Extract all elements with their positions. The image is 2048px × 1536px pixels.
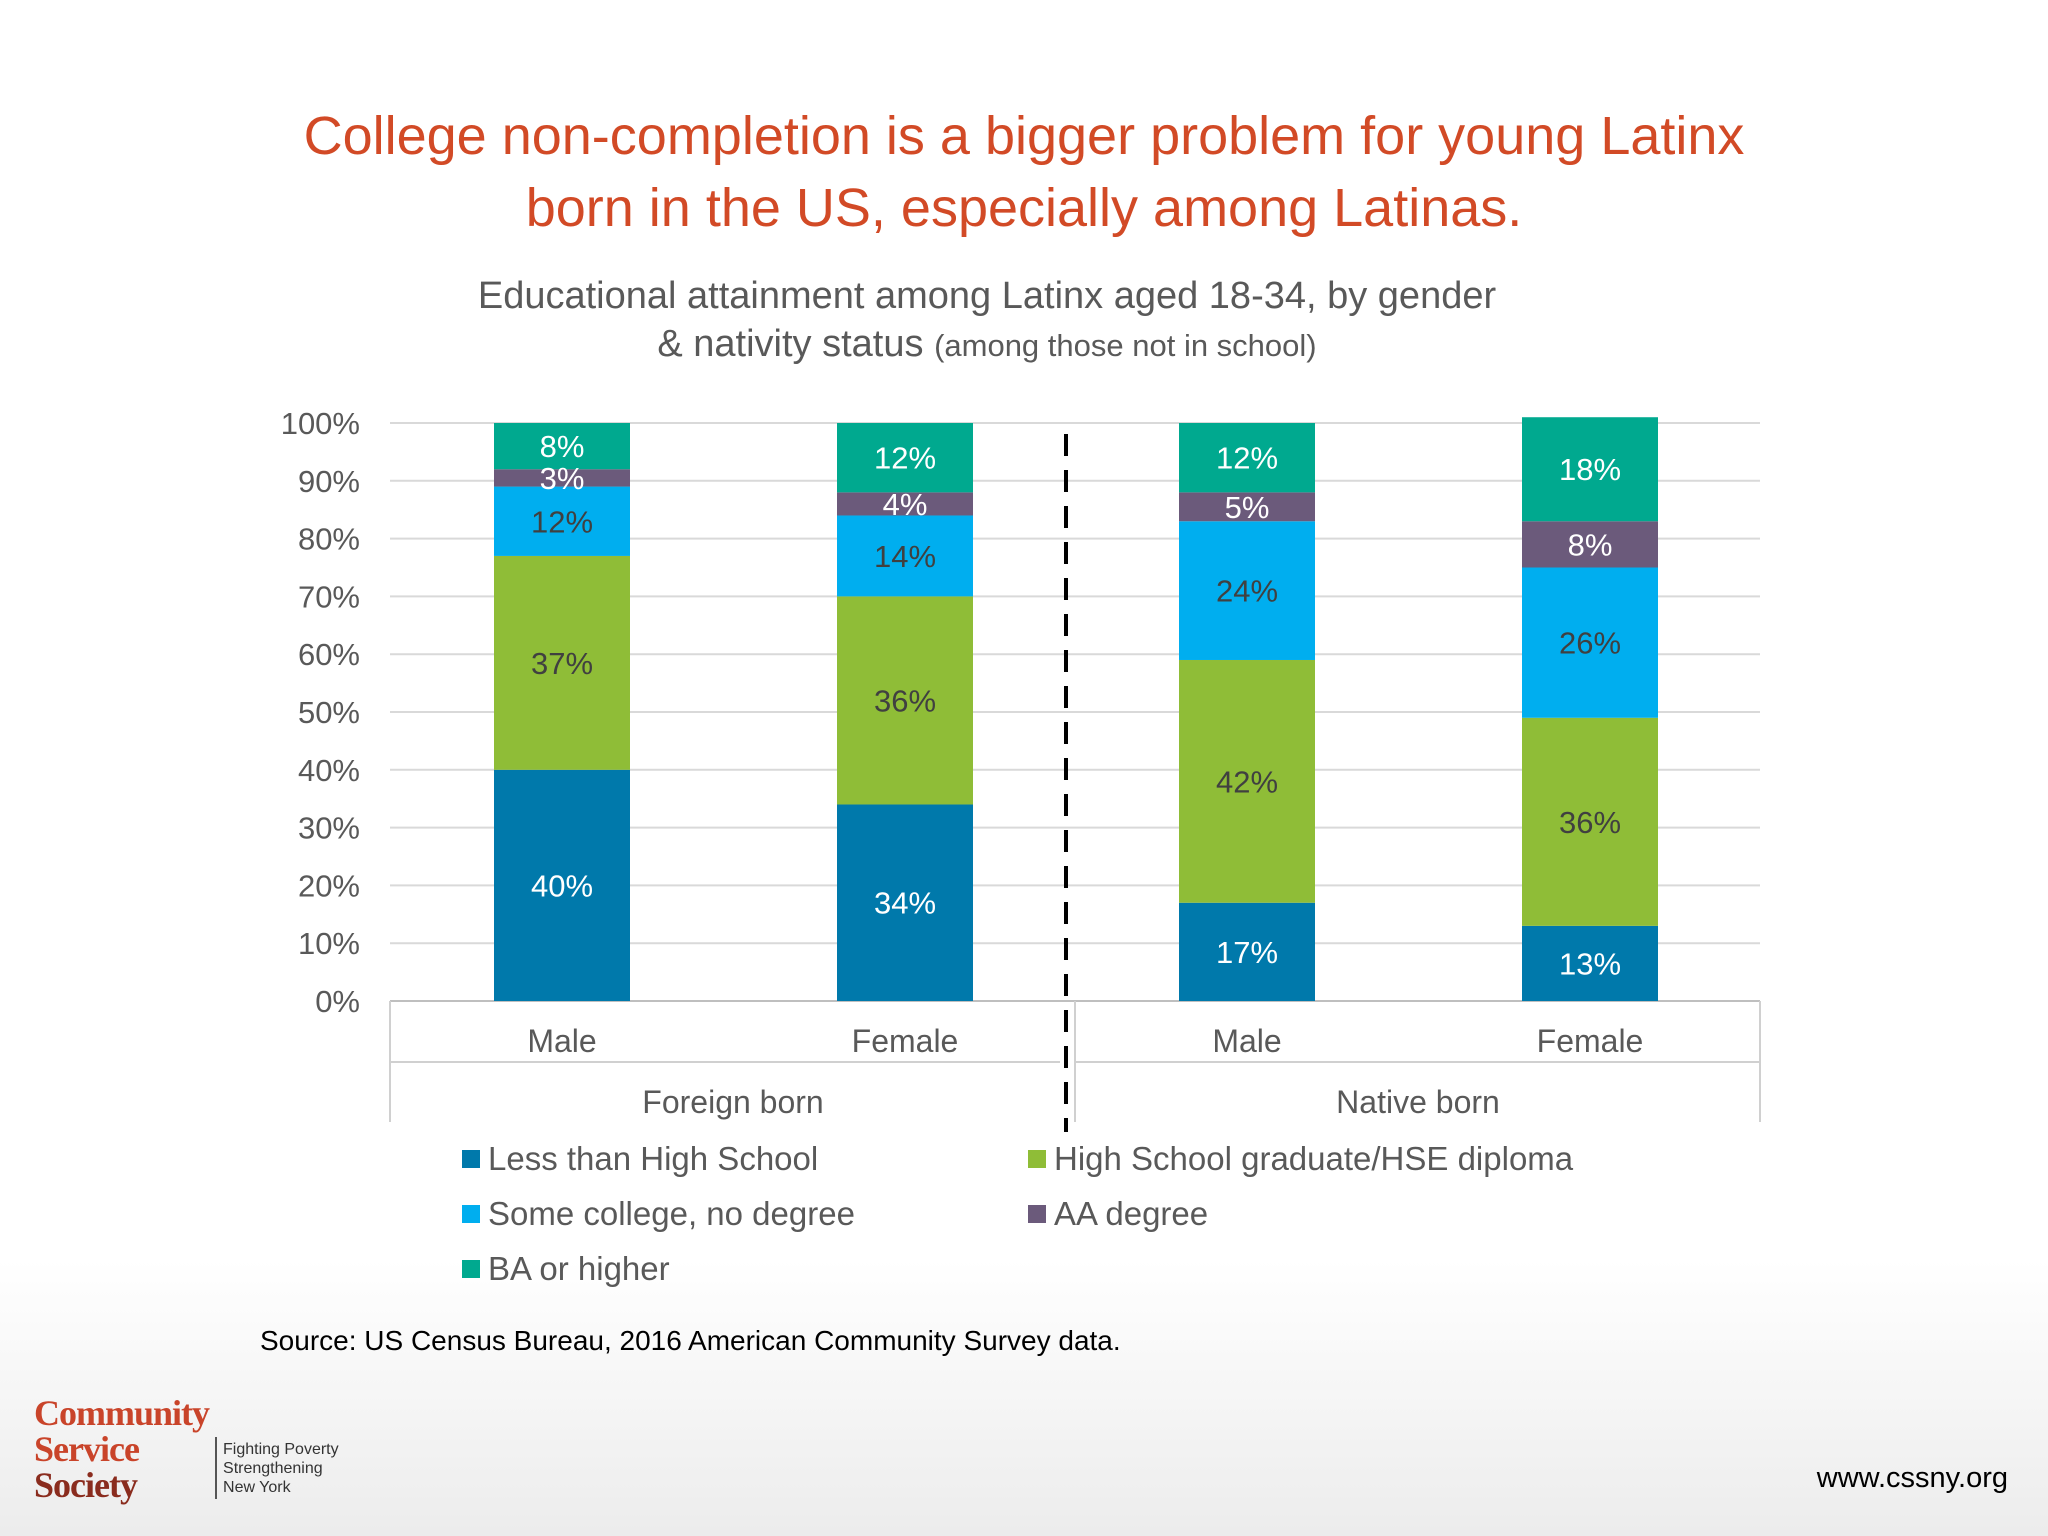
data-label: 26%: [1559, 626, 1621, 661]
logo-tagline-3: New York: [223, 1479, 291, 1496]
website-url[interactable]: www.cssny.org: [1816, 1462, 2008, 1494]
bar-segment: [494, 423, 630, 470]
legend-label: BA or higher: [488, 1250, 670, 1287]
source-note: Source: US Census Bureau, 2016 American …: [260, 1325, 1121, 1356]
legend-item: AA degree: [1028, 1195, 1208, 1233]
x-category-label: Female: [852, 1023, 959, 1059]
bar-segment: [494, 469, 630, 487]
bar-segment: [1522, 925, 1658, 1001]
y-tick-label: 0%: [315, 984, 360, 1019]
legend-swatch: [462, 1205, 480, 1223]
bar-segment: [1179, 659, 1315, 903]
bar-segment: [837, 492, 973, 516]
x-category-label: Male: [1212, 1023, 1281, 1059]
logo-tagline-1: Fighting Poverty: [223, 1441, 339, 1458]
bar-segment: [1179, 423, 1315, 493]
subtitle-line-2: & nativity status (among those not in sc…: [0, 320, 1974, 370]
legend-swatch: [1028, 1205, 1046, 1223]
legend-label: Less than High School: [488, 1140, 819, 1177]
y-tick-label: 90%: [298, 464, 360, 499]
data-label: 12%: [874, 441, 936, 476]
logo-divider: [215, 1437, 218, 1499]
y-tick-label: 30%: [298, 811, 360, 846]
data-label: 8%: [540, 429, 585, 464]
data-label: 37%: [531, 646, 593, 681]
data-label: 34%: [874, 886, 936, 921]
y-tick-label: 70%: [298, 579, 360, 614]
y-tick-label: 100%: [281, 406, 360, 441]
bar-segment: [1522, 567, 1658, 718]
data-label: 12%: [1216, 441, 1278, 476]
legend-label: Some college, no degree: [488, 1195, 855, 1232]
bar-segment: [494, 486, 630, 556]
x-category-label: Male: [527, 1023, 596, 1059]
chart-subtitle: Educational attainment among Latinx aged…: [0, 272, 1974, 370]
bar-segment: [1522, 717, 1658, 926]
y-tick-label: 50%: [298, 695, 360, 730]
logo-word-3: Society: [34, 1465, 138, 1505]
data-label: 3%: [540, 461, 585, 496]
data-label: 14%: [874, 539, 936, 574]
data-label: 12%: [531, 504, 593, 539]
data-label: 36%: [1559, 805, 1621, 840]
y-tick-label: 10%: [298, 926, 360, 961]
y-tick-label: 60%: [298, 637, 360, 672]
bar-segment: [1179, 492, 1315, 522]
data-label: 13%: [1559, 946, 1621, 981]
legend-item: High School graduate/HSE diploma: [1028, 1140, 1573, 1178]
legend-swatch: [462, 1260, 480, 1278]
bar-segment: [1522, 521, 1658, 568]
headline-line-2: born in the US, especially among Latinas…: [525, 178, 1523, 238]
data-label: 40%: [531, 868, 593, 903]
data-label: 4%: [883, 487, 928, 522]
data-label: 42%: [1216, 764, 1278, 799]
organization-logo: Community Service Society Fighting Pover…: [34, 1395, 339, 1503]
legend-item: Less than High School: [462, 1140, 818, 1178]
data-label: 5%: [1225, 490, 1270, 525]
slide-headline: College non-completion is a bigger probl…: [0, 100, 2048, 244]
bar-segment: [837, 423, 973, 493]
legend-swatch: [462, 1150, 480, 1168]
subtitle-line-2-main: & nativity status: [657, 323, 924, 365]
logo-tagline-2: Strengthening: [223, 1460, 323, 1477]
headline-line-1: College non-completion is a bigger probl…: [303, 106, 1745, 166]
bar-segment: [494, 769, 630, 1001]
x-category-label: Female: [1537, 1023, 1644, 1059]
data-label: 18%: [1559, 452, 1621, 487]
legend-item: BA or higher: [462, 1250, 670, 1288]
y-tick-label: 40%: [298, 753, 360, 788]
legend-item: Some college, no degree: [462, 1195, 855, 1233]
data-label: 17%: [1216, 935, 1278, 970]
x-group-label: Foreign born: [642, 1084, 823, 1120]
data-label: 24%: [1216, 574, 1278, 609]
subtitle-line-2-note: (among those not in school): [934, 328, 1317, 363]
subtitle-line-1: Educational attainment among Latinx aged…: [477, 275, 1497, 317]
data-label: 8%: [1568, 527, 1613, 562]
x-group-label: Native born: [1336, 1084, 1500, 1120]
bar-segment: [837, 596, 973, 805]
bar-segment: [1522, 417, 1658, 522]
legend-label: High School graduate/HSE diploma: [1054, 1140, 1574, 1177]
y-tick-label: 80%: [298, 522, 360, 557]
legend-label: AA degree: [1054, 1195, 1209, 1232]
bar-segment: [1179, 902, 1315, 1001]
legend-swatch: [1028, 1150, 1046, 1168]
bar-segment: [837, 515, 973, 597]
logo-word-1: Community: [34, 1393, 210, 1433]
bar-segment: [837, 804, 973, 1001]
y-tick-label: 20%: [298, 868, 360, 903]
data-label: 36%: [874, 683, 936, 718]
bar-segment: [494, 555, 630, 770]
logo-word-2: Service: [34, 1429, 140, 1469]
bar-segment: [1179, 521, 1315, 660]
